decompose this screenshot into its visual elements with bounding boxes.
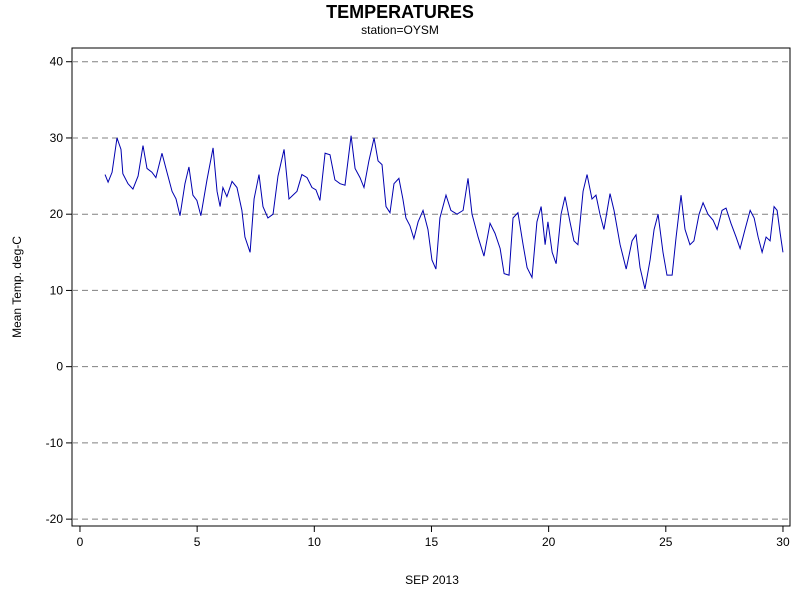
y-tick-label: 10: [50, 283, 64, 297]
y-tick-label: -20: [46, 512, 64, 526]
data-line: [104, 135, 784, 290]
y-tick-label: 0: [56, 360, 63, 374]
x-tick-label: 5: [194, 535, 201, 549]
chart-subtitle: station=OYSM: [361, 23, 439, 37]
x-tick-label: 20: [542, 535, 556, 549]
x-tick-label: 30: [776, 535, 790, 549]
chart-title: TEMPERATURES: [326, 2, 474, 22]
plot-frame: [71, 47, 791, 527]
x-axis-label: SEP 2013: [405, 573, 459, 587]
y-tick-label: -10: [46, 436, 64, 450]
x-tick-label: 25: [659, 535, 673, 549]
y-axis-label: Mean Temp. deg-C: [10, 236, 24, 338]
y-tick-label: 30: [50, 131, 64, 145]
y-tick-label: 40: [50, 55, 64, 69]
y-tick-label: 20: [50, 207, 64, 221]
x-tick-label: 15: [425, 535, 439, 549]
x-tick-label: 10: [308, 535, 322, 549]
x-tick-label: 0: [77, 535, 84, 549]
